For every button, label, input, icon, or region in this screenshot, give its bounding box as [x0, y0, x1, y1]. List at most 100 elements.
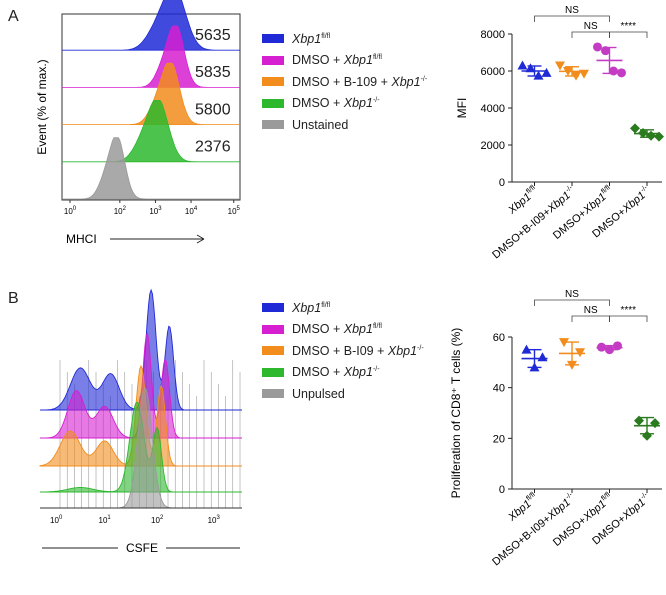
legend-item: Unstained — [262, 114, 427, 136]
legend-label: DMSO + B-I09 + Xbp1-/- — [292, 343, 424, 358]
data-point — [571, 71, 581, 81]
legend-item: Xbp1fl/fl — [262, 28, 427, 50]
histogram-x-label: CSFE — [126, 541, 158, 555]
significance-bracket — [571, 315, 610, 322]
data-point — [555, 61, 565, 71]
histogram-trace — [62, 100, 240, 163]
x-axis-arrow-head — [196, 234, 205, 244]
y-axis-label: MFI — [455, 98, 469, 119]
dot-plot-b: 0 20 40 60 Proliferation of CD8⁺ T cells (%)… — [449, 289, 662, 568]
legend-item: Unpulsed — [262, 383, 424, 405]
data-point — [567, 360, 577, 370]
legend-label: DMSO + B-109 + Xbp1-/- — [292, 74, 428, 89]
legend-item: DMSO + Xbp1-/- — [262, 362, 424, 384]
legend-swatch — [262, 98, 284, 108]
significance-label: NS — [584, 21, 598, 32]
data-point — [537, 352, 548, 362]
panel-a-histogram: 5635 5835 5800 2376 Event (% of max.) 100 102 1… — [35, 0, 241, 246]
histogram-mfi-value: 5635 — [195, 27, 231, 44]
data-point — [613, 341, 622, 351]
legend-swatch — [262, 303, 284, 313]
legend-item: DMSO + Xbp1-/- — [262, 93, 427, 115]
data-point — [654, 131, 664, 142]
panel-b-label: B — [8, 290, 19, 307]
legend-swatch — [262, 324, 284, 334]
histogram-mfi-value: 5835 — [195, 64, 231, 81]
legend-item: DMSO + B-I09 + Xbp1-/- — [262, 340, 424, 362]
data-point — [529, 362, 540, 372]
data-point — [609, 66, 618, 76]
x-tick-label: Xbp1fl/fl — [505, 184, 541, 217]
histogram-y-label: Event (% of max.) — [35, 59, 49, 154]
y-tick-label: 60 — [493, 332, 505, 344]
data-point — [646, 130, 656, 141]
data-point — [563, 67, 573, 76]
data-point — [521, 344, 532, 354]
y-tick-label: 8000 — [481, 29, 505, 41]
legend-item: DMSO + Xbp1fl/fl — [262, 319, 424, 341]
legend-label: DMSO + Xbp1-/- — [292, 96, 380, 111]
y-tick-label: 6000 — [481, 66, 505, 78]
panel-b-histogram: 100 101 102 103 CSFE — [39, 288, 242, 555]
panel-a-label: A — [8, 8, 19, 25]
legend-swatch — [262, 55, 284, 65]
significance-bracket — [609, 315, 648, 322]
significance-bracket — [534, 299, 610, 306]
histogram-mfi-value: 5800 — [195, 101, 231, 118]
significance-label: **** — [620, 21, 636, 32]
x-tick-label: 101 — [99, 515, 112, 525]
histogram-mfi-value: 2376 — [195, 139, 231, 156]
data-point — [634, 415, 644, 426]
data-point — [605, 345, 614, 355]
significance-label: **** — [620, 305, 636, 316]
x-tick-label: 105 — [228, 206, 241, 216]
x-tick-label: 103 — [149, 206, 162, 216]
histogram-trace — [62, 0, 240, 51]
legend-label: Xbp1fl/fl — [292, 300, 331, 315]
dot-plot-a: 02000400060008000MFIXbp1fl/flDMSO+B-I09+… — [455, 5, 664, 261]
data-point — [559, 338, 569, 348]
x-tick-label: 100 — [50, 515, 63, 525]
histogram-trace — [62, 25, 240, 88]
significance-label: NS — [584, 305, 598, 316]
legend-label: DMSO + Xbp1-/- — [292, 365, 380, 380]
legend-label: DMSO + Xbp1fl/fl — [292, 53, 382, 68]
y-tick-label: 0 — [499, 484, 505, 496]
legend-item: Xbp1fl/fl — [262, 297, 424, 319]
significance-bracket — [609, 31, 648, 38]
data-point — [579, 69, 589, 79]
legend-label: DMSO + Xbp1fl/fl — [292, 322, 382, 337]
legend-swatch — [262, 389, 284, 399]
x-tick-label: 102 — [114, 206, 127, 216]
legend-item: DMSO + Xbp1fl/fl — [262, 50, 427, 72]
data-point — [601, 46, 610, 56]
legend-panel-b: Xbp1fl/fl DMSO + Xbp1fl/fl DMSO + B-I09 + … — [262, 297, 424, 405]
histogram-x-label: MHCI — [66, 232, 97, 246]
y-axis-label: Proliferation of CD8⁺ T cells (%) — [449, 328, 463, 499]
significance-label: NS — [565, 289, 579, 300]
data-point — [541, 67, 552, 77]
data-point — [638, 127, 648, 138]
data-point — [617, 68, 626, 78]
significance-bracket — [571, 31, 610, 38]
significance-bracket — [534, 15, 610, 22]
data-point — [630, 123, 640, 134]
y-tick-label: 4000 — [481, 103, 505, 115]
legend-label: Unpulsed — [292, 386, 345, 401]
legend-swatch — [262, 34, 284, 44]
x-tick-label: 100 — [64, 206, 77, 216]
histogram-trace — [62, 137, 240, 200]
legend-swatch — [262, 77, 284, 87]
data-point — [597, 342, 606, 352]
data-point — [593, 42, 602, 52]
histogram-frame — [61, 13, 241, 201]
x-tick-label: 103 — [208, 515, 221, 525]
data-point — [533, 70, 544, 80]
x-tick-label: 104 — [185, 206, 198, 216]
x-tick-label: 102 — [151, 515, 164, 525]
legend-swatch — [262, 367, 284, 377]
y-tick-label: 40 — [493, 383, 505, 395]
legend-label: Unstained — [292, 117, 349, 132]
data-point — [642, 430, 652, 441]
